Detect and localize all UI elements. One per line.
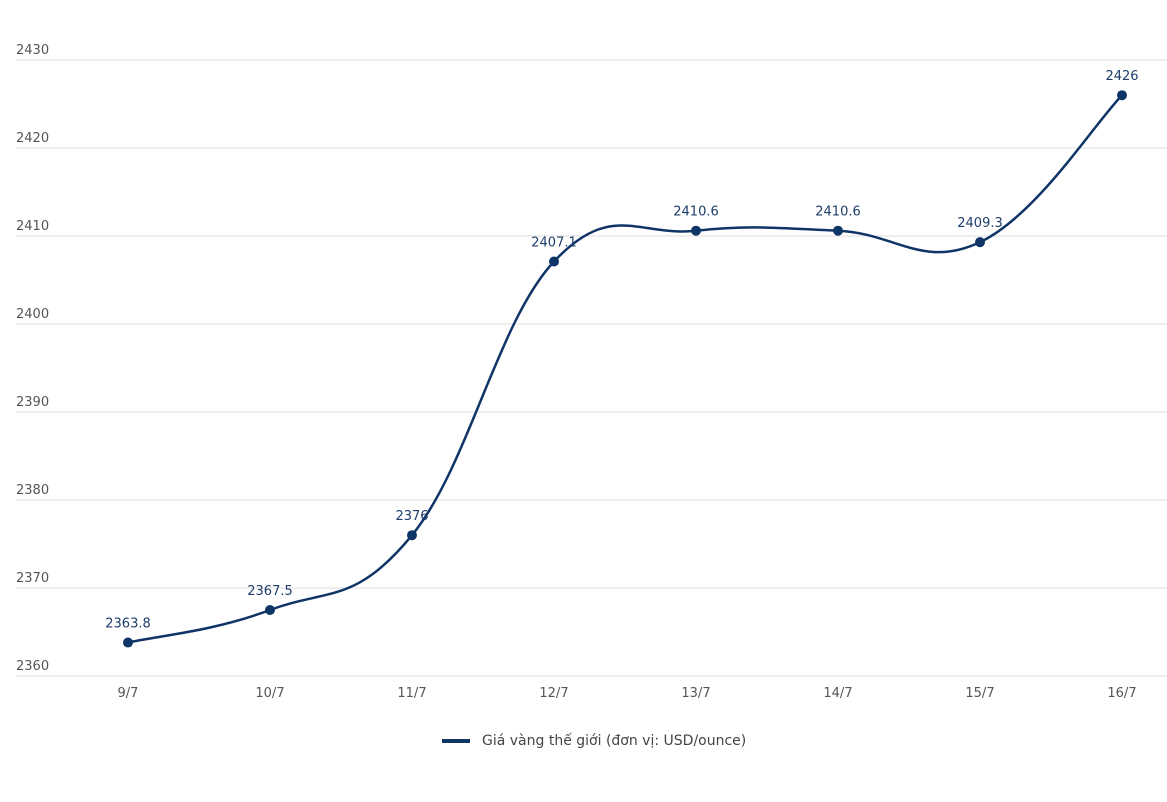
legend: Giá vàng thế giới (đơn vị: USD/ounce) bbox=[442, 733, 746, 749]
data-label: 2367.5 bbox=[247, 584, 293, 599]
price-line bbox=[127, 94, 1123, 644]
data-point[interactable] bbox=[691, 225, 701, 236]
data-point[interactable] bbox=[549, 256, 559, 267]
y-tick-label: 2370 bbox=[16, 571, 49, 586]
x-tick-label: 11/7 bbox=[397, 686, 426, 701]
legend-swatch-icon bbox=[442, 739, 470, 743]
data-label: 2410.6 bbox=[815, 205, 861, 220]
line-chart: 2360 2370 2380 2390 2400 2410 2420 2430 9/7 10/7… bbox=[16, 43, 1167, 701]
data-point[interactable] bbox=[407, 530, 417, 541]
data-label: 2426 bbox=[1105, 69, 1138, 84]
legend-label: Giá vàng thế giới (đơn vị: USD/ounce) bbox=[482, 733, 747, 749]
data-point[interactable] bbox=[833, 225, 843, 236]
y-tick-label: 2360 bbox=[16, 659, 49, 674]
x-tick-label: 12/7 bbox=[539, 686, 568, 701]
x-axis-ticks: 9/7 10/7 11/7 12/7 13/7 14/7 15/7 16/7 bbox=[118, 686, 1137, 701]
y-tick-label: 2380 bbox=[16, 483, 49, 498]
y-tick-label: 2410 bbox=[16, 219, 49, 234]
x-tick-label: 15/7 bbox=[965, 686, 994, 701]
data-label: 2376 bbox=[395, 509, 428, 524]
data-label: 2410.6 bbox=[673, 205, 719, 220]
x-tick-label: 9/7 bbox=[118, 686, 139, 701]
y-tick-label: 2430 bbox=[16, 43, 49, 58]
gridlines bbox=[16, 59, 1167, 677]
data-point[interactable] bbox=[265, 605, 275, 615]
y-tick-label: 2420 bbox=[16, 131, 49, 146]
data-points bbox=[123, 90, 1127, 648]
x-tick-label: 16/7 bbox=[1107, 686, 1136, 701]
data-label: 2409.3 bbox=[957, 216, 1003, 231]
data-point[interactable] bbox=[975, 237, 985, 248]
data-point[interactable] bbox=[123, 637, 133, 648]
x-tick-label: 14/7 bbox=[823, 686, 852, 701]
y-axis-ticks: 2360 2370 2380 2390 2400 2410 2420 2430 bbox=[16, 43, 49, 674]
x-tick-label: 10/7 bbox=[255, 686, 284, 701]
y-tick-label: 2390 bbox=[16, 395, 49, 410]
data-label: 2407.1 bbox=[531, 236, 577, 251]
data-labels: 2363.8 2367.5 2376 2407.1 2410.6 2410.6 2409.3… bbox=[105, 69, 1138, 631]
y-tick-label: 2400 bbox=[16, 307, 49, 322]
data-point[interactable] bbox=[1117, 90, 1127, 101]
x-tick-label: 13/7 bbox=[681, 686, 710, 701]
data-label: 2363.8 bbox=[105, 617, 151, 632]
